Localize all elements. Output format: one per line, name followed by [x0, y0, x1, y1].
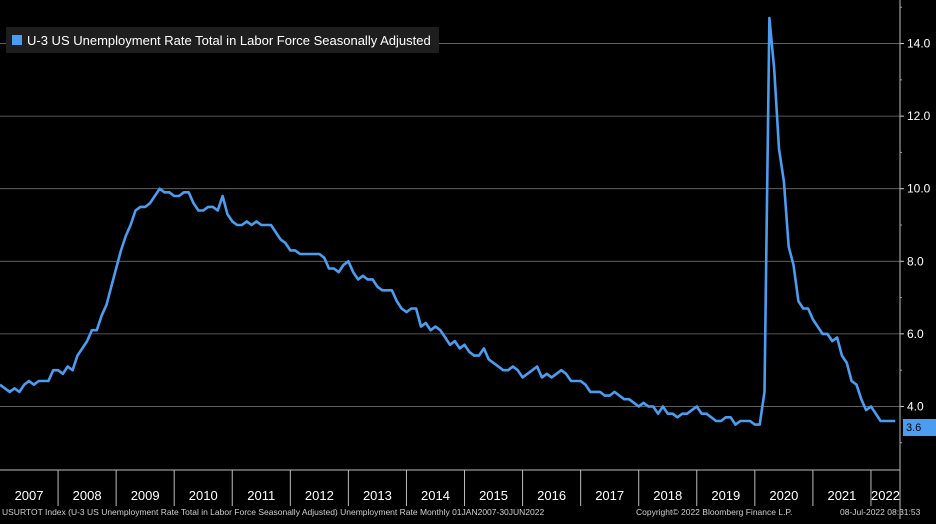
y-tick-label: 4.0: [907, 399, 924, 413]
x-tick-label: 2018: [653, 488, 682, 503]
x-tick-label: 2021: [827, 488, 856, 503]
footer: USURTOT Index (U-3 US Unemployment Rate …: [0, 505, 936, 519]
x-tick-label: 2008: [73, 488, 102, 503]
legend-label: U-3 US Unemployment Rate Total in Labor …: [27, 32, 431, 48]
legend: U-3 US Unemployment Rate Total in Labor …: [6, 27, 439, 53]
x-tick-label: 2020: [769, 488, 798, 503]
x-tick-label: 2013: [363, 488, 392, 503]
x-tick-label: 2014: [421, 488, 450, 503]
x-axis: 2007 2008 2009 2010 2011 2012 2013 2014 2015 2016…: [0, 469, 900, 506]
x-tick-label: 2011: [247, 488, 275, 503]
series-layer: [0, 16, 896, 426]
x-tick-label: 2017: [595, 488, 624, 503]
y-tick-label: 10.0: [907, 182, 931, 196]
legend-swatch: [12, 35, 22, 45]
x-tick-label: 2016: [537, 488, 566, 503]
x-tick-label: 2010: [189, 488, 218, 503]
y-tick-label: 12.0: [907, 109, 931, 123]
last-value-badge: 3.6: [903, 419, 936, 436]
y-tick-label: 14.0: [907, 37, 931, 51]
y-tick-label: 8.0: [907, 254, 924, 268]
x-tick-label: 2015: [479, 488, 508, 503]
x-tick-label: 2009: [131, 488, 160, 503]
footer-timestamp: 08-Jul-2022 08:31:53: [840, 507, 921, 517]
last-value-text: 3.6: [906, 421, 922, 434]
x-tick-label: 2012: [305, 488, 334, 503]
x-tick-label: 2019: [711, 488, 740, 503]
series-line-unemployment-rate: [0, 16, 896, 426]
footer-copyright: Copyright© 2022 Bloomberg Finance L.P.: [636, 507, 793, 517]
footer-description: USURTOT Index (U-3 US Unemployment Rate …: [2, 507, 545, 517]
y-axis-ticks: 4.0 6.0 8.0 10.0 12.0 14.0: [899, 0, 931, 519]
x-tick-label: 2007: [15, 488, 44, 503]
x-tick-label: 2022: [871, 488, 900, 503]
y-tick-label: 6.0: [907, 327, 924, 341]
